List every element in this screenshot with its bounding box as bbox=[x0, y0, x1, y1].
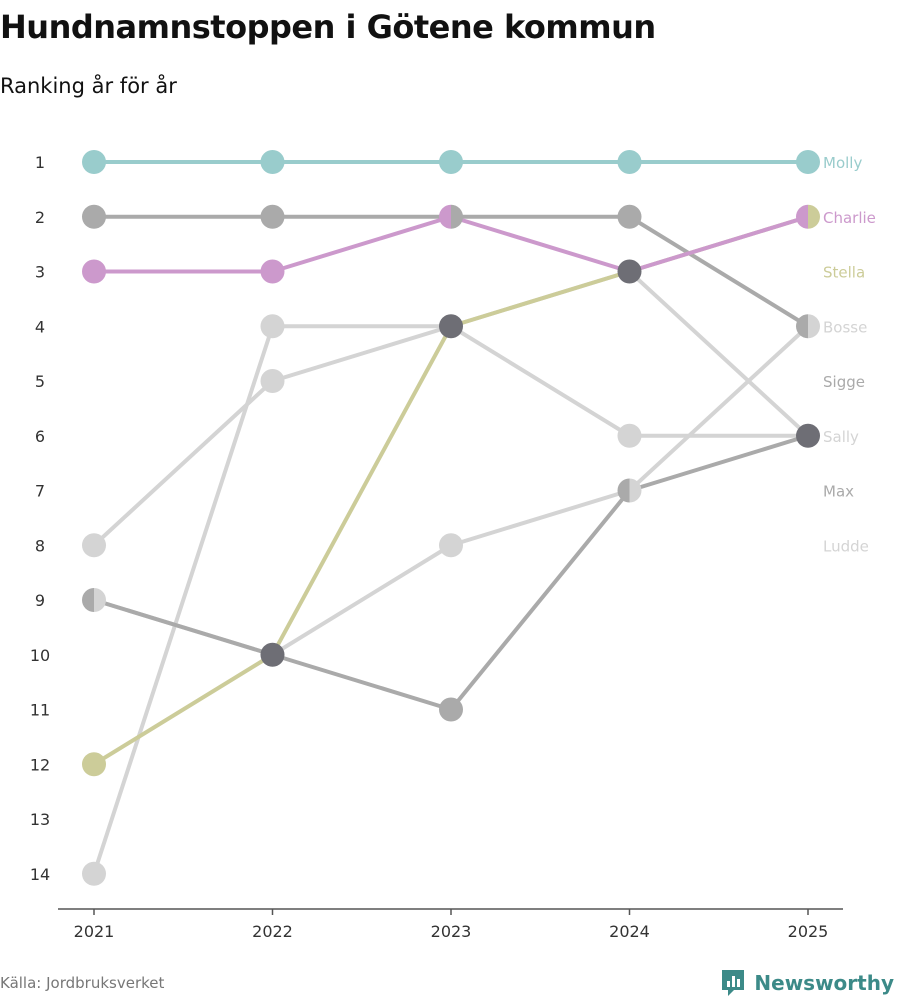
marker-bosse bbox=[617, 423, 642, 448]
marker-charlie-half bbox=[439, 204, 451, 229]
marker-ludde bbox=[439, 533, 463, 558]
marker-bosse bbox=[82, 861, 106, 886]
y-tick-label: 9 bbox=[35, 591, 45, 610]
y-tick-label: 8 bbox=[35, 536, 45, 555]
x-tick-label: 2024 bbox=[609, 922, 650, 941]
y-tick-label: 11 bbox=[30, 701, 50, 720]
series-label-ludde: Ludde bbox=[823, 537, 869, 555]
y-tick-label: 13 bbox=[30, 810, 50, 829]
x-tick-label: 2021 bbox=[74, 922, 115, 941]
y-tick-label: 2 bbox=[35, 208, 45, 227]
y-tick-label: 6 bbox=[35, 427, 45, 446]
marker-sigge-half bbox=[796, 314, 808, 339]
marker-ludde-half bbox=[94, 588, 106, 612]
series-line-sally bbox=[92, 269, 810, 547]
marker-molly bbox=[617, 150, 642, 174]
marker-sigge bbox=[617, 204, 642, 229]
newsworthy-icon bbox=[722, 970, 745, 996]
marker-sally bbox=[82, 533, 106, 558]
x-tick-label: 2025 bbox=[788, 922, 829, 941]
marker-molly bbox=[82, 150, 106, 174]
marker-overlap bbox=[260, 642, 285, 667]
y-tick-label: 3 bbox=[35, 263, 45, 282]
x-tick-label: 2023 bbox=[431, 922, 472, 941]
y-tick-label: 1 bbox=[35, 153, 45, 172]
marker-sigge bbox=[260, 204, 285, 229]
series-label-sally: Sally bbox=[823, 428, 859, 446]
y-tick-label: 10 bbox=[30, 646, 50, 665]
marker-sigge bbox=[82, 204, 106, 229]
newsworthy-logo: Newsworthy bbox=[720, 968, 894, 998]
marker-charlie bbox=[260, 259, 285, 284]
marker-bosse bbox=[260, 314, 285, 339]
series-label-bosse: Bosse bbox=[823, 318, 867, 336]
marker-max-half bbox=[617, 478, 630, 503]
marker-overlap bbox=[796, 423, 820, 448]
marker-overlap bbox=[617, 259, 642, 284]
y-tick-label: 12 bbox=[30, 755, 50, 774]
marker-molly bbox=[260, 150, 285, 174]
marker-overlap bbox=[439, 314, 463, 339]
marker-ludde-half bbox=[629, 478, 642, 503]
series-line-bosse bbox=[92, 324, 808, 875]
series-line-stella bbox=[92, 214, 809, 766]
marker-stella bbox=[82, 752, 106, 777]
series-line-ludde bbox=[93, 324, 810, 657]
series-label-max: Max bbox=[823, 483, 854, 501]
series-label-sigge: Sigge bbox=[823, 373, 865, 391]
marker-charlie bbox=[82, 259, 106, 284]
marker-molly bbox=[796, 150, 820, 174]
marker-max bbox=[439, 697, 463, 722]
series-line-max bbox=[93, 433, 809, 712]
chart-subtitle: Ranking år för år bbox=[0, 74, 177, 98]
brand-name: Newsworthy bbox=[754, 971, 894, 995]
series-label-stella: Stella bbox=[823, 264, 865, 282]
marker-ludde-half bbox=[808, 314, 820, 339]
marker-molly bbox=[439, 150, 463, 174]
marker-max-half bbox=[82, 588, 94, 612]
y-tick-label: 7 bbox=[35, 482, 45, 501]
y-tick-label: 14 bbox=[30, 865, 50, 884]
y-tick-label: 4 bbox=[35, 317, 45, 336]
series-label-molly: Molly bbox=[823, 154, 862, 172]
series-label-charlie: Charlie bbox=[823, 209, 876, 227]
y-tick-label: 5 bbox=[35, 372, 45, 391]
x-tick-label: 2022 bbox=[252, 922, 293, 941]
marker-sigge-half bbox=[451, 204, 464, 229]
marker-stella-half bbox=[808, 204, 820, 229]
marker-sally bbox=[260, 369, 285, 393]
source-note: Källa: Jordbruksverket bbox=[0, 974, 165, 992]
marker-charlie-half bbox=[796, 204, 808, 229]
chart-title: Hundnamnstoppen i Götene kommun bbox=[0, 8, 656, 46]
